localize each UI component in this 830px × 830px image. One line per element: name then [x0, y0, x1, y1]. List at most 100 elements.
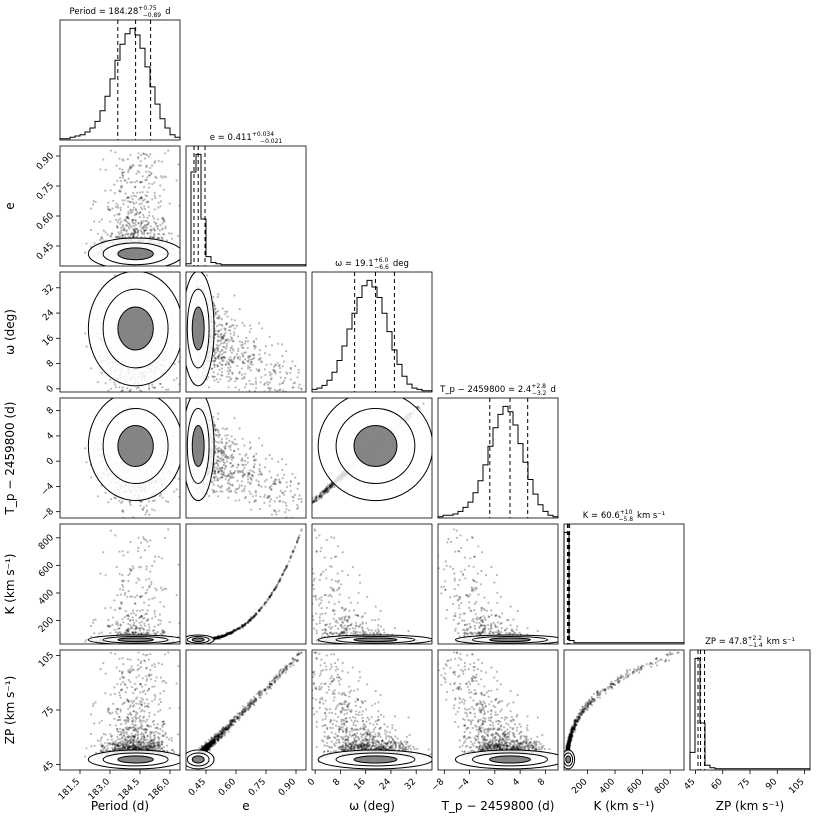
sample-point [148, 170, 151, 173]
sample-point [114, 235, 117, 238]
sample-point [132, 233, 135, 236]
sample-point [124, 219, 127, 222]
sample-point [160, 160, 164, 163]
sample-point [152, 227, 155, 230]
sample-point [127, 225, 130, 228]
sample-point [159, 632, 162, 636]
sample-point [134, 186, 137, 189]
sample-point [128, 500, 131, 503]
sample-point [139, 181, 142, 184]
sample-point [148, 211, 151, 214]
sample-point [129, 201, 132, 204]
sample-point [145, 195, 149, 198]
sample-point [138, 216, 141, 219]
sample-point [115, 620, 118, 623]
sample-point [133, 229, 136, 232]
sample-point [168, 621, 171, 624]
sample-point [132, 208, 135, 211]
sample-point [123, 219, 126, 222]
sample-point [127, 196, 131, 199]
sample-point [134, 223, 137, 227]
sample-point [133, 214, 136, 217]
sample-point [167, 232, 171, 235]
sample-point [118, 157, 121, 160]
sample-point [153, 194, 156, 197]
sample-point [134, 219, 137, 222]
sample-point [148, 519, 150, 521]
sample-point [126, 158, 129, 161]
sample-point [154, 555, 157, 558]
sample-point [133, 181, 136, 184]
sample-point [165, 500, 168, 503]
sample-point [146, 223, 149, 226]
sample-point [139, 164, 142, 167]
sample-point [142, 536, 145, 539]
sample-point [162, 631, 165, 634]
sample-point [144, 224, 147, 227]
sample-point [151, 198, 154, 201]
sample-point [139, 609, 142, 612]
sample-point [177, 536, 179, 538]
sample-point [120, 602, 123, 606]
sample-point [150, 229, 153, 232]
sample-point [136, 170, 139, 173]
sample-point [173, 362, 176, 365]
sample-point [129, 181, 132, 184]
sample-point [147, 221, 151, 224]
sample-point [114, 218, 118, 221]
sample-point [145, 619, 148, 623]
sample-point [148, 500, 151, 503]
sample-point [145, 511, 148, 514]
sample-point [122, 203, 125, 206]
sample-point [129, 234, 132, 237]
sample-point [126, 233, 129, 236]
sample-point [173, 379, 176, 382]
sample-point [129, 388, 132, 391]
sample-point [131, 218, 134, 221]
sample-point [114, 497, 117, 500]
sample-point [157, 236, 160, 239]
sample-point [106, 208, 110, 211]
sample-point [124, 218, 127, 221]
sample-point [143, 198, 146, 201]
sample-point [127, 210, 130, 214]
sample-point [137, 157, 140, 160]
sample-point [150, 171, 153, 175]
sample-point [127, 574, 130, 577]
sample-point [143, 205, 146, 208]
sample-point [164, 225, 167, 228]
sample-point [121, 509, 125, 512]
contour-2 [117, 425, 154, 467]
panel-frame [59, 397, 181, 519]
sample-point [123, 632, 126, 635]
sample-point [121, 185, 124, 188]
ytick-label-omega: 8 [45, 358, 56, 369]
sample-point [116, 226, 119, 229]
contour-2 [117, 306, 154, 351]
sample-point [142, 628, 145, 631]
sample-point [117, 631, 120, 634]
sample-point [118, 213, 121, 216]
sample-point [120, 501, 123, 504]
sample-point [98, 220, 101, 223]
sample-point [118, 386, 121, 389]
ytick-label-tp: −8 [40, 507, 57, 524]
sample-point [140, 614, 143, 618]
sample-point [124, 233, 127, 236]
sample-point [147, 186, 150, 189]
sample-point [148, 513, 151, 516]
sample-point [137, 536, 140, 540]
sample-point [141, 175, 144, 178]
sample-point [150, 583, 153, 586]
sample-point [130, 595, 134, 598]
sample-point [107, 207, 110, 211]
sample-point [146, 200, 149, 203]
sample-point [121, 579, 124, 582]
sample-point [127, 232, 130, 236]
sample-point [113, 628, 116, 631]
sample-point [146, 191, 149, 194]
ytick-label-e: 0.90 [35, 151, 56, 172]
ytick-label-e: 0.45 [35, 241, 56, 262]
sample-point [164, 536, 167, 539]
sample-point [111, 207, 114, 210]
